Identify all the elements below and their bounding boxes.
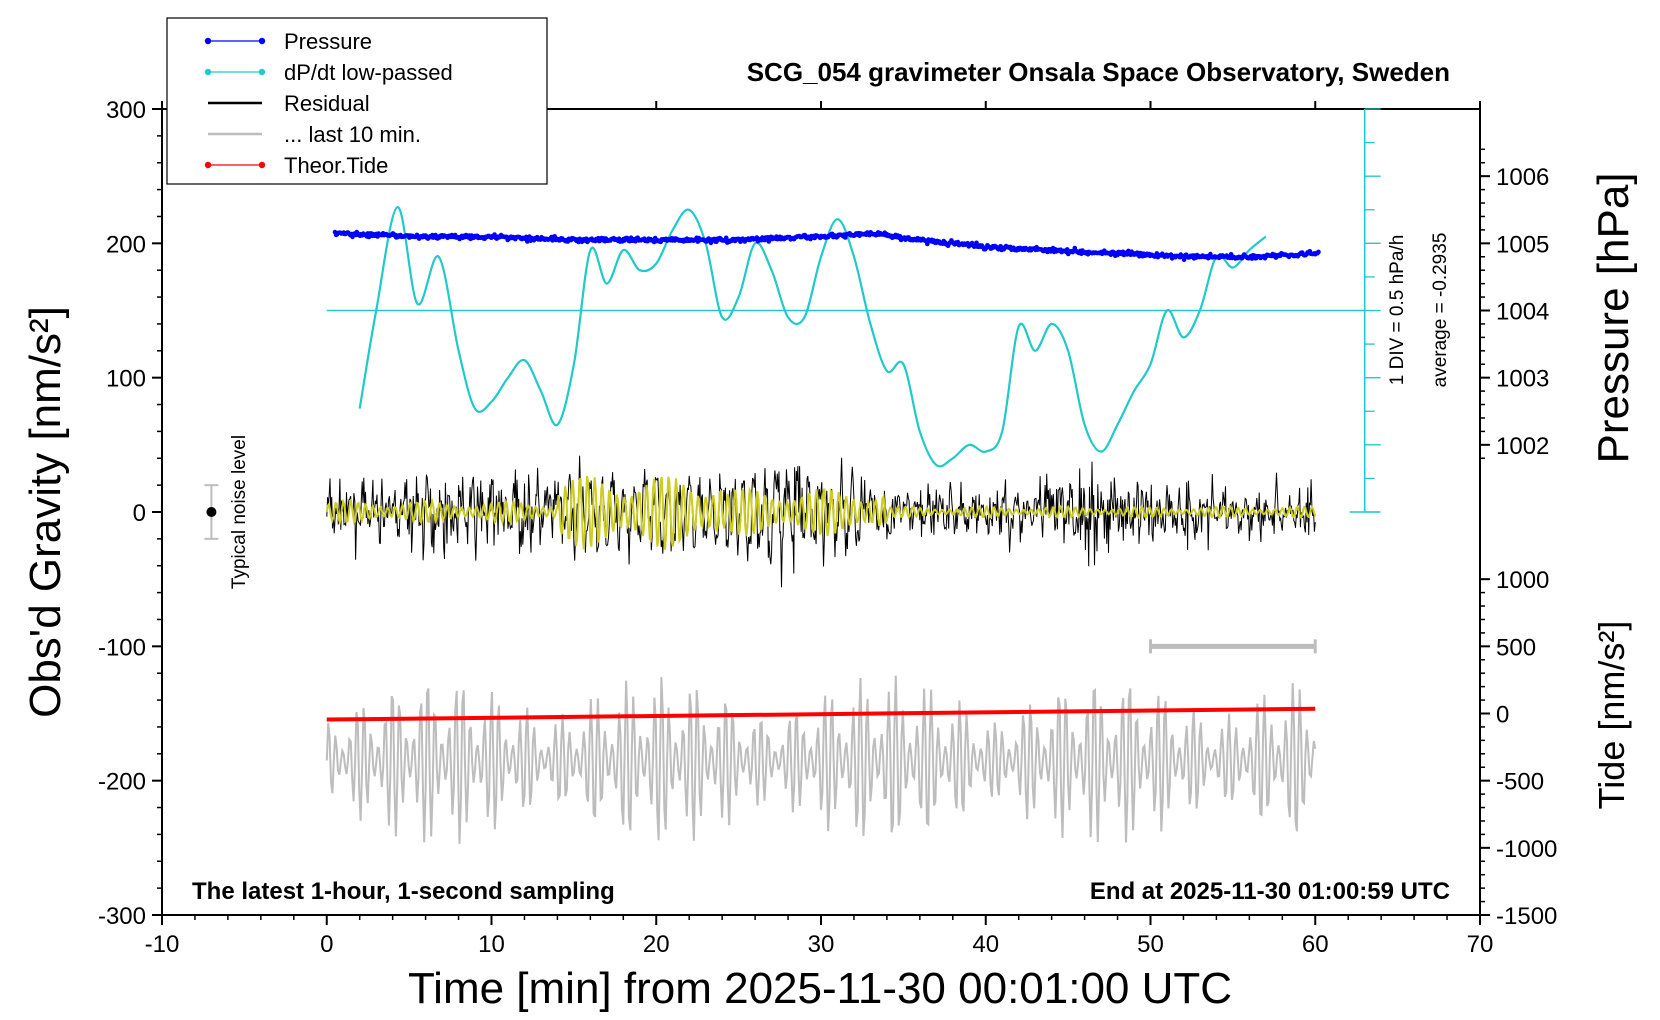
footer-left: The latest 1-hour, 1-second sampling xyxy=(192,878,615,905)
pressure-axis-ticks: 1002 1003 1004 1005 1006 xyxy=(1480,148,1549,460)
tide-axis-label: Tide [nm/s²] xyxy=(1591,621,1632,810)
filtered-residual-series xyxy=(325,475,1317,550)
x-tick-label: 30 xyxy=(808,931,835,958)
x-tick-label: 20 xyxy=(643,931,670,958)
x-tick-label: 60 xyxy=(1302,931,1329,958)
y-tick-label: 100 xyxy=(106,366,146,393)
pressure-series xyxy=(332,229,1321,263)
tide-tick-label: -1000 xyxy=(1496,836,1557,863)
legend-swatch-dot xyxy=(204,68,212,76)
tide-series xyxy=(326,706,1316,722)
y-tick-label: 0 xyxy=(133,500,146,527)
pressure-point xyxy=(925,241,930,247)
y-axis-label: Obs'd Gravity [nm/s²] xyxy=(21,306,70,718)
x-tick-label: 70 xyxy=(1467,931,1494,958)
y-tick-label: -100 xyxy=(98,634,146,661)
tide-axis-ticks: -1500 -1000 -500 0 500 1000 xyxy=(1480,567,1557,930)
noise-level-bar xyxy=(204,484,219,540)
legend-swatch-dot xyxy=(258,68,266,76)
legend-label: dP/dt low-passed xyxy=(284,60,453,85)
x-axis-label: Time [min] from 2025-11-30 00:01:00 UTC xyxy=(408,964,1232,1013)
legend-entries: Pressure dP/dt low-passed Residual ... last… xyxy=(204,29,453,178)
dpdt-line xyxy=(358,205,1267,468)
pressure-point xyxy=(1316,249,1321,255)
legend-swatch-dot xyxy=(204,161,212,169)
legend-swatch-dot xyxy=(204,37,212,45)
footer-right: End at 2025-11-30 01:00:59 UTC xyxy=(1090,878,1450,905)
y-tick-label: 300 xyxy=(106,97,146,124)
tide-tick-label: 0 xyxy=(1496,702,1509,729)
pressure-tick-label: 1002 xyxy=(1496,433,1549,460)
pressure-point xyxy=(1181,257,1187,263)
dpdt-div-label: 1 DIV = 0.5 hPa/h xyxy=(1387,235,1408,386)
tide-line xyxy=(326,706,1316,722)
last-10-min-line xyxy=(325,675,1317,844)
legend-label: Pressure xyxy=(284,29,372,54)
pressure-tick-label: 1003 xyxy=(1496,366,1549,393)
x-tick-label: 10 xyxy=(478,931,505,958)
x-tick-label: 0 xyxy=(320,931,333,958)
filtered-residual-line xyxy=(325,475,1317,550)
legend-swatch-dot xyxy=(258,161,266,169)
pressure-tick-label: 1006 xyxy=(1496,164,1549,191)
legend-swatch-dot xyxy=(258,37,266,45)
legend-label: Residual xyxy=(284,91,370,116)
tide-tick-label: 1000 xyxy=(1496,567,1549,594)
pressure-point xyxy=(766,239,772,244)
dpdt-axis xyxy=(1349,108,1381,513)
tide-tick-label: -500 xyxy=(1496,769,1544,796)
legend-label: ... last 10 min. xyxy=(284,122,421,147)
x-axis-ticks: -10 0 10 20 30 40 50 60 70 xyxy=(145,101,1494,958)
dpdt-average-label: average = -0.2935 xyxy=(1430,233,1451,388)
pressure-point xyxy=(974,240,979,246)
x-tick-label: -10 xyxy=(145,931,180,958)
legend-box xyxy=(166,17,548,185)
ten-minute-bar xyxy=(1149,639,1317,654)
tide-tick-label: 500 xyxy=(1496,634,1536,661)
pressure-tick-label: 1004 xyxy=(1496,299,1549,326)
legend-label: Theor.Tide xyxy=(284,153,388,178)
y-axis-ticks: -300 -200 -100 0 100 200 300 xyxy=(98,97,162,930)
y-tick-label: -200 xyxy=(98,769,146,796)
dpdt-series xyxy=(326,205,1365,468)
noise-level-label: Typical noise level xyxy=(229,435,250,589)
x-tick-label: 40 xyxy=(972,931,999,958)
noise-bar-dot xyxy=(206,507,217,517)
pressure-axis-label: Pressure [hPa] xyxy=(1589,172,1638,463)
y-tick-label: 200 xyxy=(106,231,146,258)
x-tick-label: 50 xyxy=(1137,931,1164,958)
last-10-min-series xyxy=(325,675,1317,844)
chart-title: SCG_054 gravimeter Onsala Space Observat… xyxy=(747,57,1450,87)
y-tick-label: -300 xyxy=(98,903,146,930)
tide-tick-label: -1500 xyxy=(1496,903,1557,930)
pressure-tick-label: 1005 xyxy=(1496,231,1549,258)
legend: Pressure dP/dt low-passed Residual ... last… xyxy=(166,17,548,185)
